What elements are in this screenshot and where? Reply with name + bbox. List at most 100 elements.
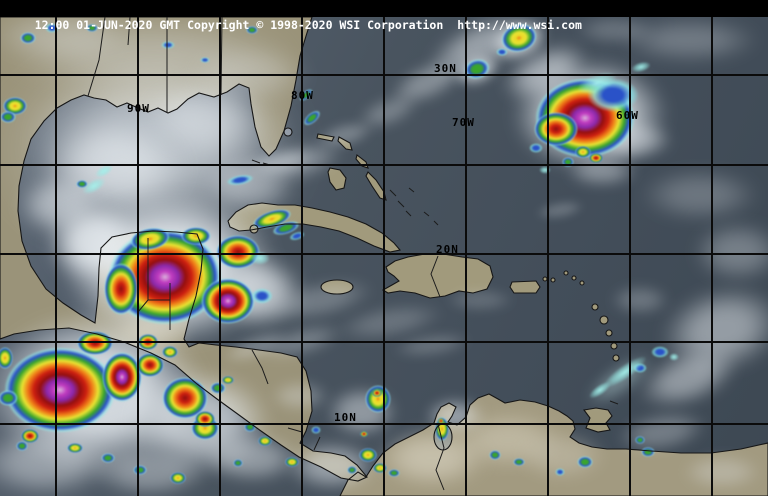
landmass-puerto-rico [509,280,541,294]
cloud [620,18,760,62]
cloud [640,169,760,221]
cloud [0,427,115,496]
storm-cell [77,331,113,355]
bahamas-island [338,137,352,150]
political-borders [87,16,445,491]
landmass-jamaica [321,280,353,294]
storm-cell [388,469,400,477]
lesser-antilles-island [579,280,585,286]
grid-meridian [547,17,549,496]
header-bar: 12:00 01-JUN-2020 GMT Copyright © 1998-20… [0,0,768,32]
bahamas-island [366,172,386,200]
storm-cell [222,376,234,384]
cloud [682,454,762,490]
lesser-antilles-island [592,304,598,310]
lesser-antilles-island [613,355,619,361]
storm-cell [21,429,39,443]
storm-cell [589,153,603,163]
grid-meridian [465,17,467,496]
storm-cell [102,352,142,402]
storm-cell [101,453,115,463]
storm-cell [0,390,18,406]
grid-label: 10N [334,411,357,424]
storm-cell [360,431,368,437]
cloud [145,80,265,156]
grid-meridian [711,17,713,496]
grid-label: 90W [127,102,150,115]
grid-meridian [219,17,221,496]
landmass-puerto-rico [510,281,540,293]
header-url: http://www.wsi.com [457,18,582,32]
storm-cell [373,463,387,473]
grid-meridian [137,17,139,496]
lesser-antilles-island [564,271,568,275]
storm-cell [210,382,226,394]
landmass-cuba [227,202,402,253]
bahamas-island [355,154,369,169]
header-timestamp: 12:00 01-JUN-2020 GMT [34,18,181,32]
cloud [566,157,638,187]
lesser-antilles-island [551,278,555,282]
landmass-jamaica [320,279,354,295]
storm-cell [489,450,501,460]
storm-cell [651,346,669,358]
storm-cell [170,472,186,484]
cloud [693,222,768,282]
storm-cell [285,457,299,467]
storm-cell [496,48,508,56]
storm-cell [513,458,525,466]
storm-cell [233,459,243,467]
storm-cell [372,389,382,397]
storm-cell [133,465,147,475]
grid-parallel [0,74,768,76]
bahamas-island [317,134,334,141]
lake-okeechobee [283,127,293,137]
grid-label: 30N [434,62,457,75]
isle-of-youth [249,224,259,234]
cloud [575,16,655,44]
bahamas-island-andros [327,167,347,191]
storm-cell [438,418,444,424]
storm-cell [246,26,258,34]
storm-cell [311,426,321,434]
grid-label: 80W [291,89,314,102]
storm-cell [181,227,211,245]
cloud [202,433,302,483]
storm-cell [555,468,565,476]
grid-label: 70W [452,116,475,129]
grid-parallel [0,164,768,166]
storm-cell [86,24,98,32]
storm-cell [3,97,27,115]
storm-cell [635,436,645,444]
lesser-antilles-island [612,354,620,362]
storm-cell [669,353,679,361]
storm-cell [104,263,138,315]
storm-cell [161,41,175,49]
storm-cell [16,441,28,451]
storm-cell [534,112,578,146]
cloud [270,381,330,411]
grid-label: 60W [616,109,639,122]
storm-cell [4,347,116,433]
storm-cell [529,143,543,153]
storm-cell [244,422,256,432]
lesser-antilles-island [572,276,576,280]
storm-cell [76,180,88,188]
grid-meridian [629,17,631,496]
grid-parallel [0,341,768,343]
lesser-antilles-island [610,342,618,350]
header-copyright: Copyright © 1998-2020 WSI Corporation [187,18,444,32]
landmass-trinidad [584,408,612,432]
cloud [376,428,488,488]
grid-parallel [0,253,768,255]
cloud [610,285,670,315]
storm-cell [200,57,210,63]
storm-cell [539,166,551,174]
storm-cell [562,157,574,167]
storm-cell [575,146,591,158]
landmass-north-central-america [0,16,368,482]
